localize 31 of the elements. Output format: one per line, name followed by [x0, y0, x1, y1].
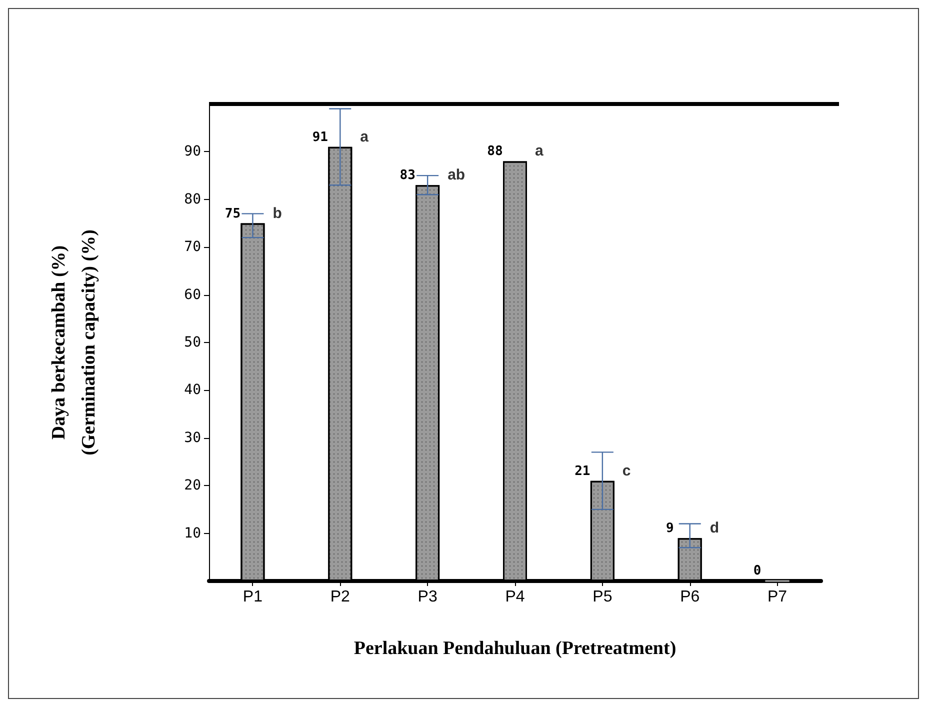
y-tick-label: 70 [184, 239, 201, 256]
annotation: c [622, 462, 631, 480]
data-label: 9 [666, 521, 674, 536]
y-tick-label: 50 [184, 334, 201, 350]
y-axis-title: Daya berkecambah (%) (Germination capacity) (%) [48, 230, 100, 456]
y-tick-label: 60 [184, 286, 201, 303]
x-tick-label: P5 [592, 588, 612, 606]
y-tick-label: 10 [184, 525, 201, 542]
annotation: ab [448, 166, 466, 184]
y-tick-label: 40 [184, 382, 201, 398]
data-label: 88 [487, 144, 503, 160]
annotation: a [535, 142, 544, 160]
annotation: a [360, 128, 370, 146]
data-label: 83 [400, 168, 416, 184]
annotation: b [272, 204, 282, 222]
x-tick-label: P1 [242, 588, 263, 606]
x-tick-label: P6 [680, 588, 700, 606]
y-tick-label: 80 [184, 191, 201, 208]
x-tick-label: P3 [418, 588, 438, 606]
y-tick-label: 20 [184, 478, 201, 494]
x-tick-label: P4 [505, 588, 525, 606]
x-tick-label: P7 [767, 588, 788, 606]
data-label: 91 [312, 130, 328, 145]
x-axis-title: Perlakuan Pendahuluan (Pretreatment) [354, 638, 676, 659]
x-tick-label: P2 [330, 588, 350, 606]
data-label: 75 [224, 206, 241, 222]
annotation: d [710, 520, 720, 537]
data-label: 21 [574, 464, 590, 479]
y-tick-label: 90 [184, 144, 201, 160]
data-label: 0 [753, 563, 762, 578]
y-tick-label: 30 [184, 430, 201, 446]
